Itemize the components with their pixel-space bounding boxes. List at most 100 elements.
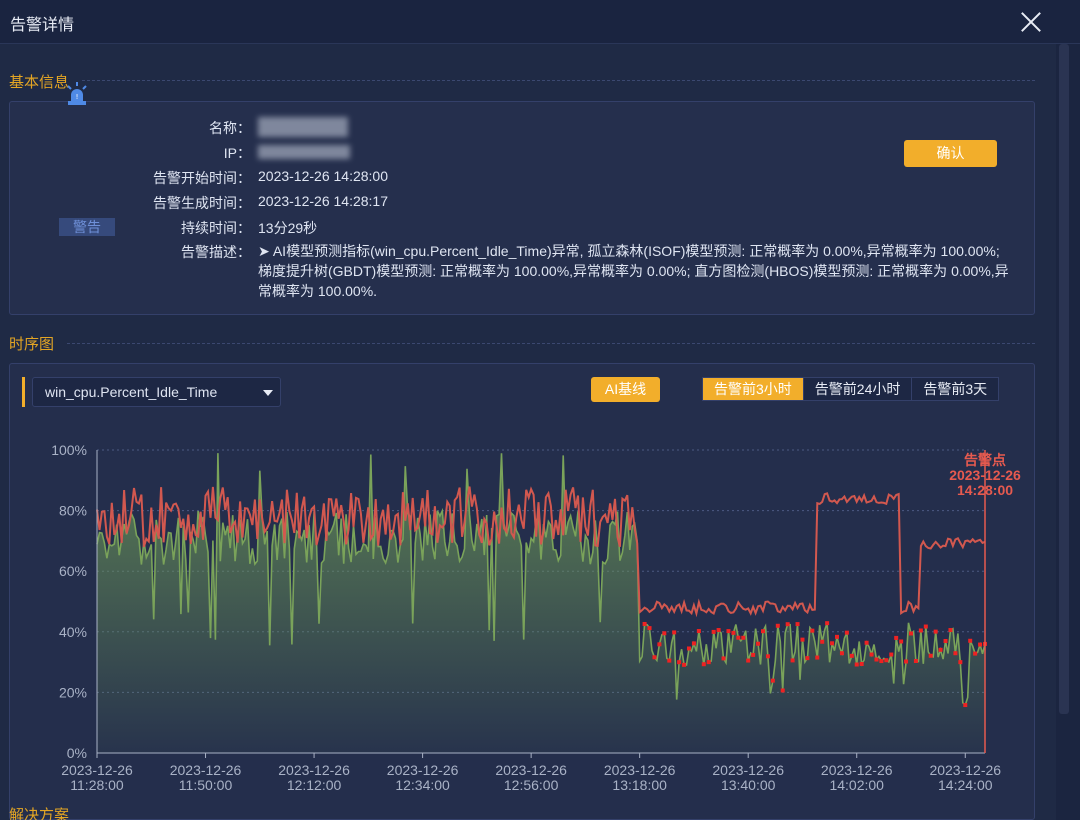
anomaly-point xyxy=(899,639,904,644)
y-tick-label: 40% xyxy=(59,624,87,640)
x-tick-time: 14:02:00 xyxy=(829,777,884,793)
anomaly-point xyxy=(968,638,973,643)
anomaly-point xyxy=(721,656,726,661)
confirm-button[interactable]: 确认 xyxy=(904,140,997,167)
anomaly-point xyxy=(761,629,765,634)
y-tick-label: 80% xyxy=(59,503,87,519)
anomaly-point xyxy=(790,658,795,663)
anomaly-point xyxy=(716,628,721,633)
anomaly-point xyxy=(963,703,968,708)
anomaly-point xyxy=(943,638,948,643)
anomaly-point xyxy=(711,629,716,634)
alarm-level-badge: 警告 xyxy=(59,218,115,236)
alarm-generated-time-label: 告警生成时间： xyxy=(153,195,251,211)
anomaly-point xyxy=(973,651,978,656)
anomaly-point xyxy=(825,621,830,626)
x-tick-date: 2023-12-26 xyxy=(929,762,1001,778)
dialog-titlebar: 告警详情 xyxy=(0,0,1080,44)
anomaly-point xyxy=(810,628,815,633)
scrollbar-thumb[interactable] xyxy=(1059,44,1069,714)
anomaly-point xyxy=(933,629,938,634)
anomaly-point xyxy=(830,641,835,646)
anomaly-point xyxy=(958,660,963,665)
anomaly-point xyxy=(687,646,691,651)
anomaly-point xyxy=(746,658,751,663)
x-tick-time: 14:24:00 xyxy=(938,777,993,793)
section-title-timeseries: 时序图 xyxy=(9,336,55,353)
anomaly-point xyxy=(652,655,657,660)
anomaly-point xyxy=(701,662,706,667)
time-range-group: 告警前3小时 告警前24小时 告警前3天 xyxy=(702,377,1000,401)
name-value-redacted xyxy=(258,117,348,137)
scrollbar[interactable] xyxy=(1056,44,1080,820)
anomaly-point xyxy=(775,623,780,628)
alarm-info-panel xyxy=(9,101,1035,315)
range-24h-button[interactable]: 告警前24小时 xyxy=(802,378,912,400)
ip-value-redacted xyxy=(258,145,350,159)
duration-value: 13分29秒 xyxy=(258,220,318,236)
x-tick-date: 2023-12-26 xyxy=(170,762,242,778)
anomaly-point xyxy=(844,630,849,635)
x-tick-time: 11:28:00 xyxy=(70,777,124,793)
x-tick-date: 2023-12-26 xyxy=(61,762,133,778)
metric-select-value: win_cpu.Percent_Idle_Time xyxy=(45,384,218,400)
x-tick-time: 13:18:00 xyxy=(612,777,667,793)
y-tick-label: 0% xyxy=(67,745,87,761)
anomaly-point xyxy=(909,631,913,636)
anomaly-point xyxy=(864,640,869,645)
range-3d-button[interactable]: 告警前3天 xyxy=(911,378,999,400)
x-tick-date: 2023-12-26 xyxy=(387,762,459,778)
y-tick-label: 60% xyxy=(59,563,87,579)
anomaly-point xyxy=(726,629,731,634)
anomaly-point xyxy=(756,641,761,646)
anomaly-point xyxy=(795,622,800,627)
anomaly-point xyxy=(677,660,682,665)
metric-select[interactable]: win_cpu.Percent_Idle_Time xyxy=(32,377,281,407)
section-divider xyxy=(82,80,1035,81)
anomaly-point xyxy=(662,631,667,636)
anomaly-point xyxy=(736,635,741,640)
range-3h-button[interactable]: 告警前3小时 xyxy=(703,378,803,400)
alarm-generated-time-value: 2023-12-26 14:28:17 xyxy=(258,193,388,209)
chevron-down-icon xyxy=(263,390,273,396)
x-tick-date: 2023-12-26 xyxy=(821,762,893,778)
anomaly-point xyxy=(642,621,647,626)
alarm-start-time-value: 2023-12-26 14:28:00 xyxy=(258,168,388,184)
dialog-title: 告警详情 xyxy=(10,17,75,34)
x-tick-time: 12:56:00 xyxy=(504,777,559,793)
anomaly-point xyxy=(884,658,889,663)
anomaly-point xyxy=(765,654,770,659)
x-tick-time: 13:40:00 xyxy=(721,777,776,793)
anomaly-point xyxy=(953,651,958,656)
y-tick-label: 100% xyxy=(51,442,87,458)
anomaly-point xyxy=(879,659,884,664)
anomaly-point xyxy=(770,678,775,683)
anomaly-point xyxy=(657,642,662,647)
anomaly-point xyxy=(869,652,874,657)
anomaly-point xyxy=(839,651,844,656)
anomaly-point xyxy=(948,628,953,633)
anomaly-point xyxy=(978,642,983,647)
actual-area-fill xyxy=(97,453,985,753)
anomaly-point xyxy=(741,635,746,640)
x-tick-date: 2023-12-26 xyxy=(278,762,350,778)
section-divider xyxy=(67,343,1035,344)
anomaly-point xyxy=(918,628,923,633)
anomaly-point xyxy=(800,637,805,642)
alarm-marker-label: 2023-12-26 xyxy=(949,467,1021,483)
alarm-marker-label: 告警点 xyxy=(964,452,1006,468)
anomaly-point xyxy=(938,647,943,652)
ai-baseline-button[interactable]: AI基线 xyxy=(591,377,660,402)
alarm-marker-label: 14:28:00 xyxy=(957,482,1013,498)
anomaly-point xyxy=(854,662,859,667)
svg-text:!: ! xyxy=(76,93,79,101)
anomaly-point xyxy=(682,662,687,667)
x-tick-date: 2023-12-26 xyxy=(604,762,676,778)
x-tick-date: 2023-12-26 xyxy=(495,762,567,778)
anomaly-point xyxy=(904,659,909,664)
anomaly-point xyxy=(849,653,854,658)
anomaly-point xyxy=(894,635,899,640)
ip-label: IP： xyxy=(223,145,251,161)
duration-label: 持续时间： xyxy=(181,220,251,236)
